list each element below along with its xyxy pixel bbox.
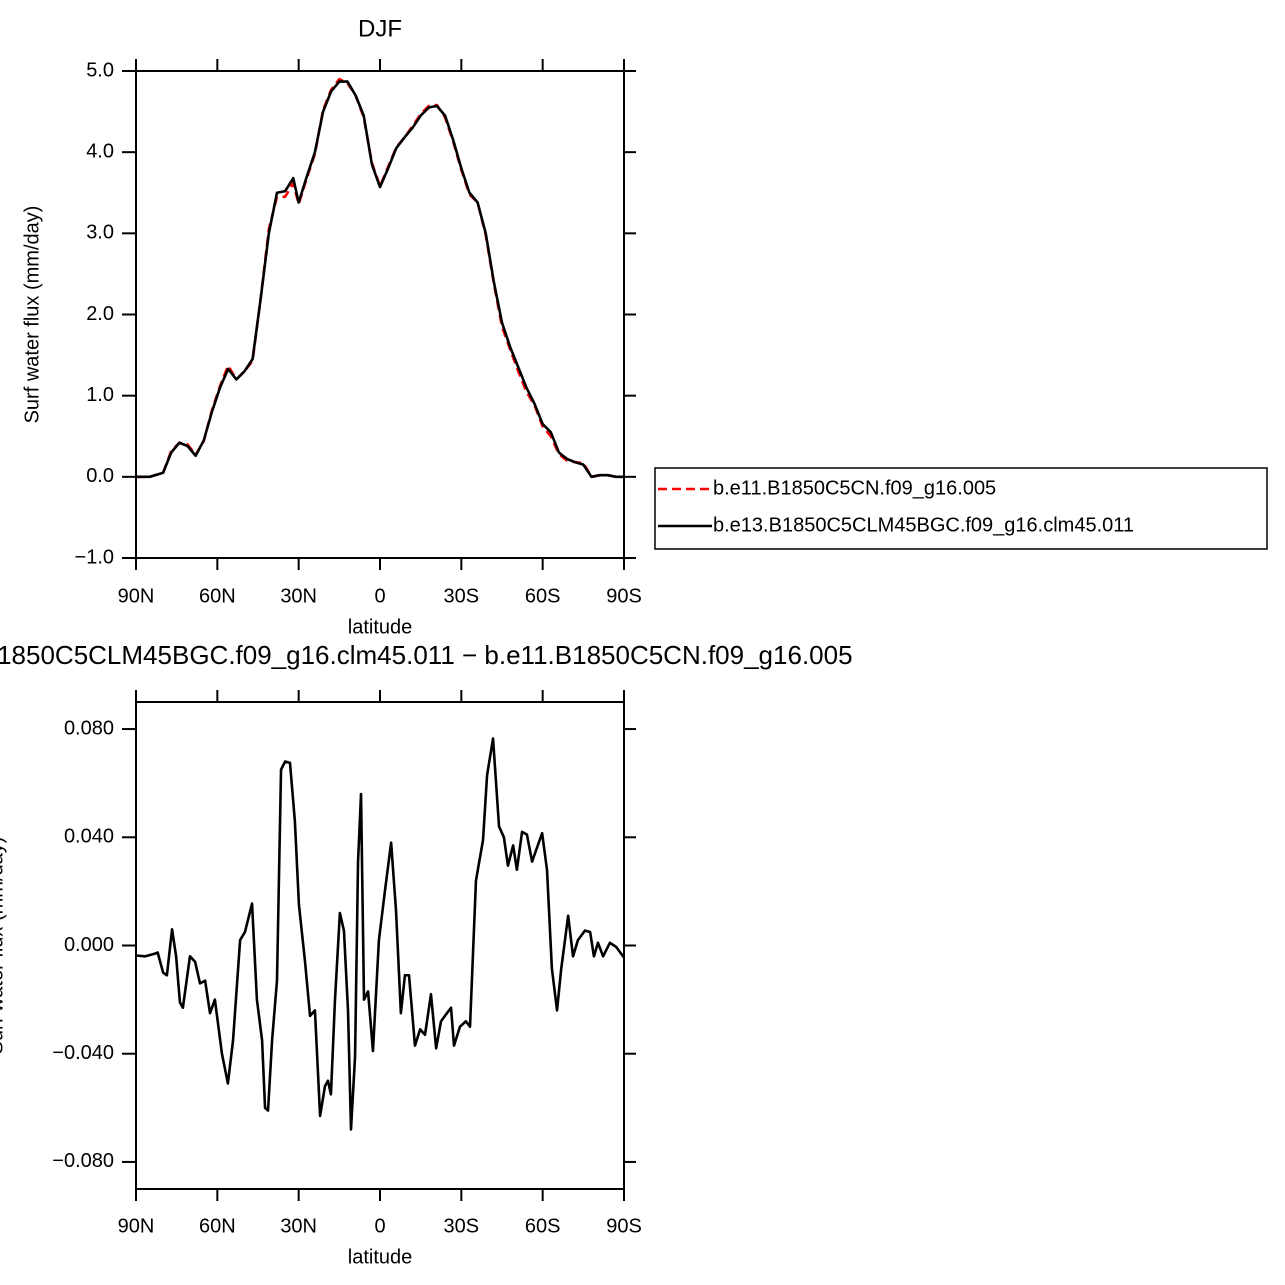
legend-label: b.e11.B1850C5CN.f09_g16.005 bbox=[713, 477, 996, 499]
x-tick-label: 60S bbox=[525, 585, 561, 607]
x-tick-label: 60N bbox=[199, 1215, 236, 1237]
plot-frame bbox=[135, 701, 625, 1190]
y-tick-label: 0.000 bbox=[64, 934, 114, 956]
data-line bbox=[136, 80, 624, 479]
x-tick-label: 30N bbox=[280, 1215, 317, 1237]
chart-title: b.e13.B1850C5CLM45BGC.f09_g16.clm45.011 … bbox=[0, 640, 853, 670]
data-line bbox=[135, 737, 626, 1131]
plot-frame bbox=[135, 70, 625, 559]
chart-title: DJF bbox=[358, 15, 402, 42]
x-tick-label: 30S bbox=[444, 1215, 480, 1237]
x-tick-label: 60N bbox=[199, 585, 236, 607]
y-tick-label: 2.0 bbox=[86, 303, 114, 325]
y-tick-label: 0.080 bbox=[64, 717, 114, 739]
y-tick-label: 0.0 bbox=[86, 465, 114, 487]
x-tick-label: 90S bbox=[606, 1215, 642, 1237]
x-tick-label: 90N bbox=[118, 1215, 155, 1237]
y-tick-label: −0.040 bbox=[52, 1042, 114, 1064]
x-tick-label: 60S bbox=[525, 1215, 561, 1237]
x-tick-label: 30N bbox=[280, 585, 317, 607]
y-tick-label: 1.0 bbox=[86, 384, 114, 406]
y-axis-label: Surf water flux (mm/day) bbox=[0, 837, 7, 1055]
x-tick-label: 0 bbox=[374, 585, 385, 607]
legend-box bbox=[654, 467, 1268, 550]
y-tick-label: 4.0 bbox=[86, 140, 114, 162]
y-tick-label: 0.040 bbox=[64, 826, 114, 848]
x-axis-label: latitude bbox=[348, 1246, 413, 1268]
x-tick-label: 30S bbox=[444, 585, 480, 607]
x-tick-label: 90S bbox=[606, 585, 642, 607]
x-axis-label: latitude bbox=[348, 616, 413, 638]
y-tick-label: −0.080 bbox=[52, 1150, 114, 1172]
y-tick-label: 5.0 bbox=[86, 59, 114, 81]
x-tick-label: 0 bbox=[374, 1215, 385, 1237]
y-axis-label: Surf water flux (mm/day) bbox=[21, 206, 43, 424]
y-tick-label: −1.0 bbox=[75, 546, 114, 568]
y-tick-label: 3.0 bbox=[86, 222, 114, 244]
x-tick-label: 90N bbox=[118, 585, 155, 607]
legend-label: b.e13.B1850C5CLM45BGC.f09_g16.clm45.011 bbox=[713, 514, 1134, 536]
